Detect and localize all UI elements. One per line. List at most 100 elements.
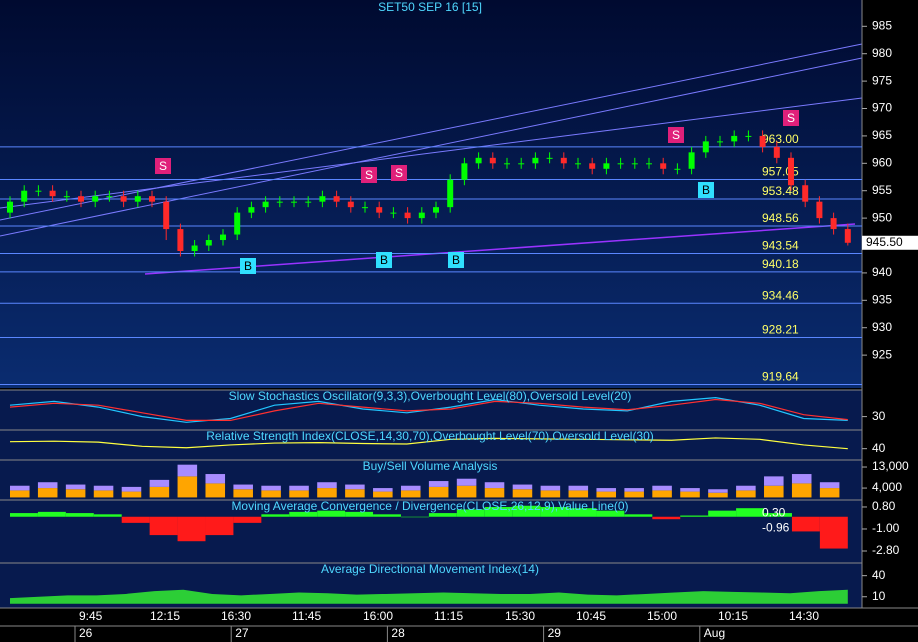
- volume-bar: [205, 474, 226, 484]
- time-label: 15:00: [647, 609, 677, 623]
- volume-bar: [456, 478, 477, 486]
- volume-bar: [819, 488, 840, 498]
- volume-bar: [819, 482, 840, 489]
- candle-body: [234, 212, 241, 235]
- volume-bar: [373, 491, 393, 498]
- level-label: 948.56: [762, 211, 799, 225]
- volume-bar: [428, 481, 449, 487]
- candle-body: [844, 229, 851, 243]
- time-label: 10:45: [576, 609, 606, 623]
- volume-bar: [680, 491, 700, 498]
- date-label: 29: [548, 626, 562, 640]
- y-tick-label: 960: [872, 155, 892, 169]
- candle-body: [475, 157, 482, 164]
- volume-bar: [261, 485, 281, 491]
- sell-signal-label: S: [395, 166, 403, 180]
- panel-title: Slow Stochastics Oscillator(9,3,3),Overb…: [229, 389, 632, 403]
- panel-title: Moving Average Convergence / Divergence(…: [231, 499, 628, 513]
- indicator-panels: [0, 390, 862, 608]
- volume-bar: [233, 489, 253, 498]
- y-tick-label: 955: [872, 183, 892, 197]
- volume-bar: [65, 484, 86, 490]
- volume-bar: [652, 485, 672, 491]
- candle-body: [376, 207, 383, 213]
- volume-bar: [708, 489, 728, 493]
- y-tick-label: 10: [872, 589, 886, 603]
- candle-body: [816, 201, 823, 219]
- candle-body: [731, 135, 738, 142]
- volume-bar: [736, 485, 756, 491]
- time-label: 16:00: [363, 609, 393, 623]
- candle-body: [788, 157, 794, 186]
- macd-bar: [791, 516, 820, 532]
- volume-bar: [652, 490, 672, 498]
- y-tick-label: 0.80: [872, 499, 896, 513]
- macd-bar: [373, 514, 401, 517]
- candle-body: [717, 141, 723, 143]
- volume-bar: [65, 489, 86, 498]
- volume-bar: [233, 484, 253, 490]
- time-label: 11:15: [434, 609, 463, 623]
- volume-bar: [624, 488, 644, 492]
- macd-bar: [652, 516, 681, 520]
- macd-bar: [205, 516, 234, 536]
- candle-body: [745, 135, 752, 137]
- volume-bar: [149, 486, 170, 498]
- candle-body: [802, 185, 809, 202]
- date-label: Aug: [704, 626, 725, 640]
- y-tick-label: 925: [872, 347, 892, 361]
- volume-bar: [791, 483, 812, 498]
- candle-body: [418, 212, 425, 219]
- buy-signal-label: B: [380, 253, 388, 267]
- macd-bar: [65, 513, 94, 517]
- macd-bar: [149, 516, 178, 536]
- candle-body: [92, 196, 99, 202]
- y-tick-label: 970: [872, 101, 892, 115]
- candle-body: [205, 240, 212, 246]
- volume-bar: [512, 484, 533, 490]
- candle-body: [489, 157, 496, 164]
- panel-title: Buy/Sell Volume Analysis: [363, 459, 498, 473]
- last-price-box: [862, 235, 918, 250]
- volume-bar: [400, 490, 421, 498]
- y-tick-label: 40: [872, 441, 886, 455]
- chart-title: SET50 SEP 16 [15]: [378, 0, 482, 14]
- volume-bar: [736, 490, 756, 498]
- volume-bar: [373, 488, 393, 492]
- volume-bar: [764, 476, 784, 486]
- macd-bar: [456, 509, 485, 517]
- candle-body: [262, 201, 269, 208]
- date-label: 28: [391, 626, 405, 640]
- macd-bar: [345, 511, 374, 517]
- y-tick-label: 13,000: [872, 459, 909, 473]
- sell-signal-label: S: [787, 111, 795, 125]
- candle-body: [291, 201, 297, 203]
- macd-bar: [428, 513, 457, 517]
- price-panel: [0, 0, 862, 388]
- last-price-label: 945.50: [866, 235, 903, 249]
- candle-body: [305, 201, 312, 203]
- buy-signal-label: B: [244, 259, 252, 273]
- volume-bar: [568, 485, 589, 491]
- candle-body: [35, 190, 42, 192]
- level-label: 953.48: [762, 184, 799, 198]
- sell-signal-label: S: [672, 128, 680, 142]
- adx-area: [10, 589, 848, 604]
- y-tick-label: 975: [872, 73, 892, 87]
- candle-body: [120, 196, 127, 202]
- volume-bar: [540, 490, 561, 498]
- candle-body: [177, 229, 184, 251]
- y-tick-label: 950: [872, 210, 892, 224]
- volume-bar: [400, 485, 421, 491]
- candle-body: [646, 163, 652, 165]
- macd-bar: [596, 510, 625, 517]
- candle-body: [433, 207, 439, 213]
- macd-bar: [568, 508, 597, 517]
- volume-bar: [540, 485, 561, 491]
- date-label: 26: [79, 626, 93, 640]
- sell-signal: [783, 110, 799, 126]
- volume-bar: [764, 485, 784, 498]
- volume-bar: [93, 490, 114, 498]
- candle-body: [319, 196, 326, 202]
